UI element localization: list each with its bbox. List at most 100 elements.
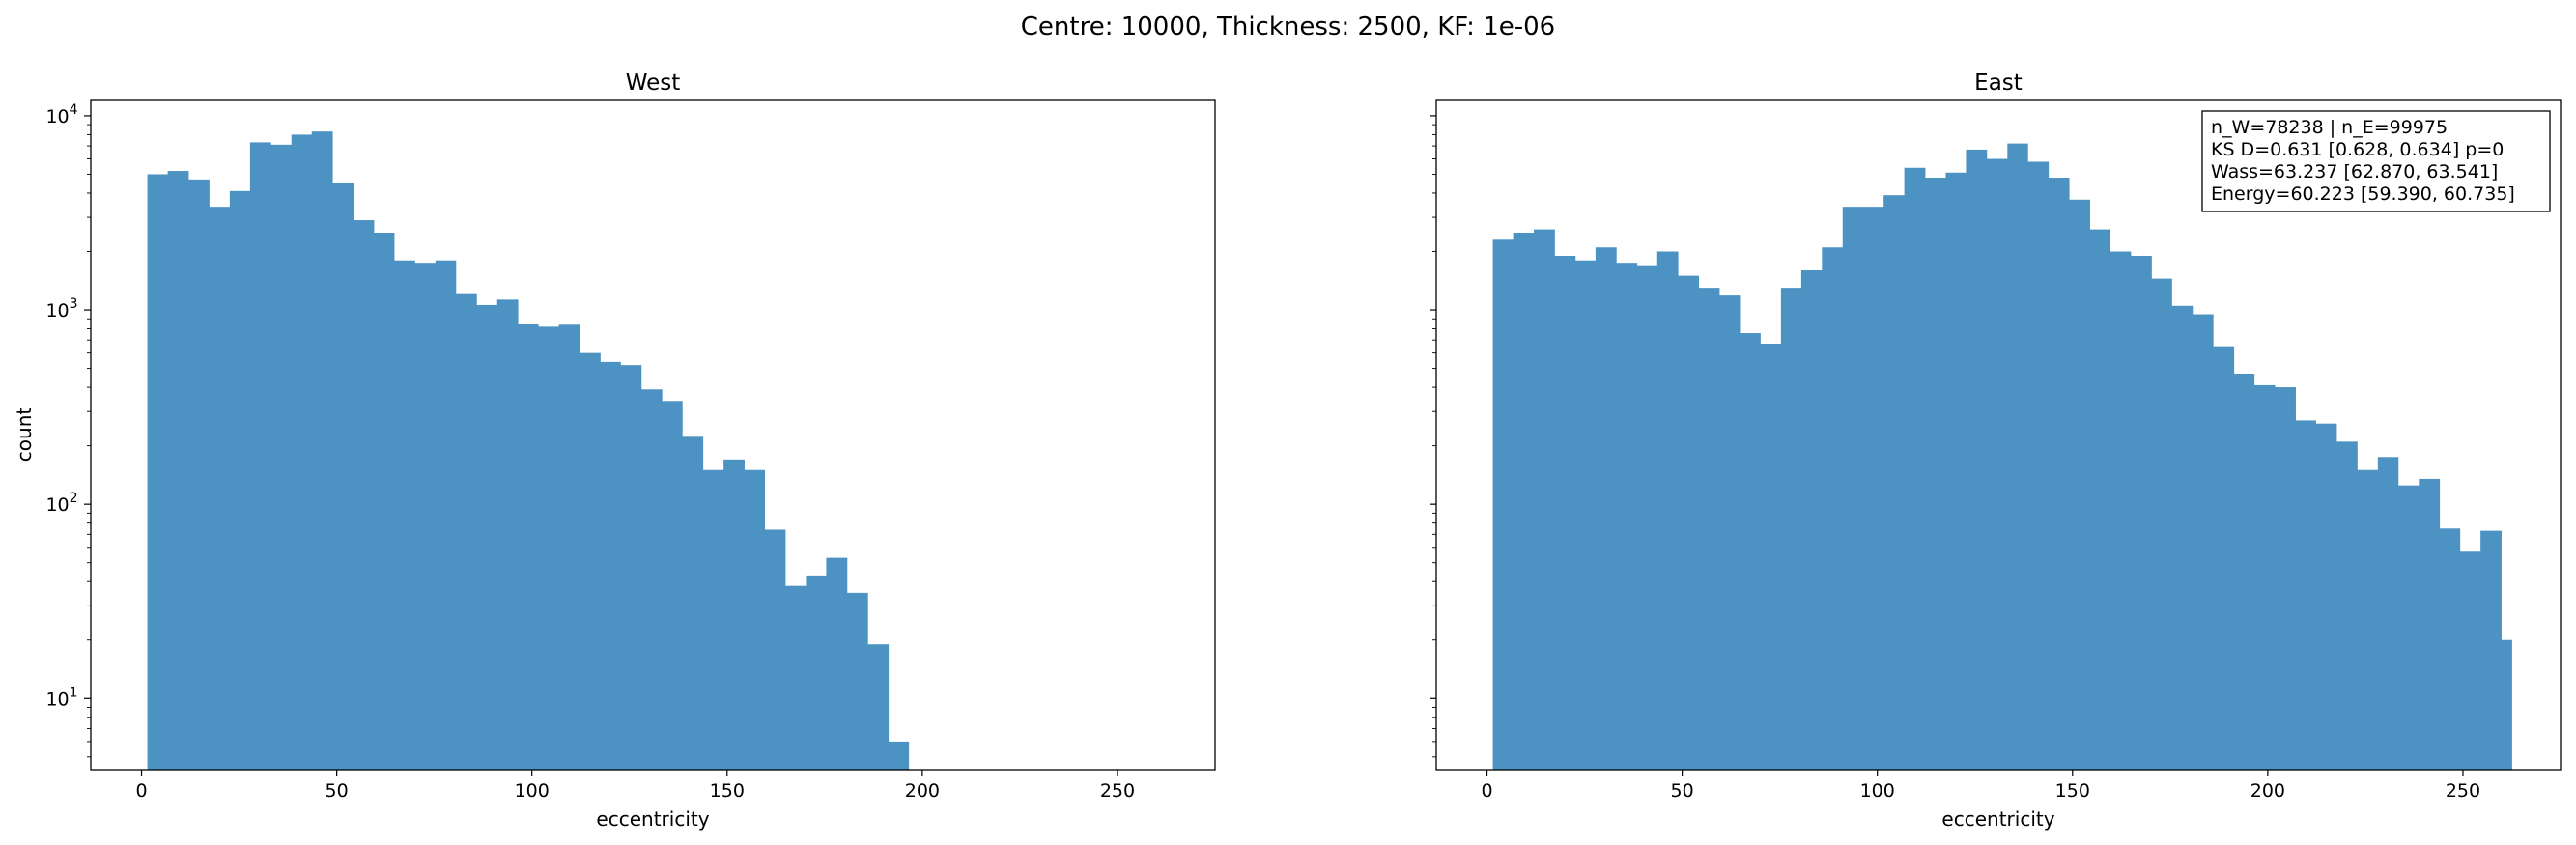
histogram-bar [1780,288,1802,770]
histogram-bar [1554,255,1576,771]
histogram-bar [2213,346,2235,770]
east-x-ticks: 0 50 100 150 200 250 [1481,770,2480,802]
histogram-bar [1513,233,1535,770]
histogram-bar [518,324,539,770]
histogram-bar [2501,639,2512,770]
east-title: East [1974,70,2023,96]
histogram-bar [209,207,231,770]
west-y-ticks: 101 102 103 104 [45,102,91,758]
histogram-bar [1595,247,1617,770]
histogram-bar [538,326,559,770]
histogram-bar [374,233,395,770]
x-tick-label: 150 [710,780,745,802]
histogram-bar [2419,478,2441,770]
histogram-bar [2315,423,2337,770]
histogram-bar [558,324,580,770]
histogram-bar [394,260,415,770]
histogram-bar [744,469,765,770]
histogram-bar [2131,255,2152,771]
histogram-bar [1800,269,1823,770]
histogram-bar [702,469,724,770]
histogram-bar [1719,295,1741,770]
histogram-bar [1740,333,1761,770]
histogram-bar [1678,275,1699,770]
y-tick-label: 101 [45,685,77,710]
histogram-bar [1863,207,1884,770]
histogram-bar [270,144,293,771]
histogram-bar [2109,251,2132,770]
west-x-label: eccentricity [596,807,709,831]
histogram-bar [147,174,169,771]
histogram-bar [826,557,848,770]
histogram-bar [682,436,704,770]
histogram-bar [2007,143,2028,770]
histogram-bar [1492,239,1514,771]
histogram-bar [2048,178,2070,770]
histogram-bar [1698,288,1720,770]
histogram-bar [764,529,786,770]
histogram-bar [353,220,375,771]
east-bars [1492,143,2512,771]
y-tick-label: 103 [45,296,77,322]
histogram-bar [2171,305,2194,770]
x-tick-label: 200 [905,780,940,802]
histogram-bar [2233,373,2255,770]
x-tick-label: 250 [2446,780,2480,802]
histogram-bar [580,352,601,770]
histogram-bar [1574,260,1597,770]
histogram-bar [2089,229,2110,771]
stats-line-1: n_W=78238 | n_E=99975 [2211,117,2448,138]
x-tick-label: 150 [2055,780,2090,802]
histogram-bar [806,575,827,770]
histogram-bar [291,134,313,771]
stats-line-2: KS D=0.631 [0.628, 0.634] p=0 [2211,139,2504,160]
histogram-bar [1822,247,1844,770]
histogram-bar [2377,457,2399,770]
histogram-bar [167,171,189,771]
histogram-bar [2336,441,2358,770]
histogram-bar [2357,469,2379,770]
histogram-bar [2439,528,2461,770]
histogram-bar [785,585,807,770]
east-panel: 0 50 100 150 200 250 East eccentricity n_W=78… [1430,70,2562,831]
histogram-bar [888,741,910,770]
histogram-bar [846,592,868,770]
histogram-bar [229,190,251,771]
y-tick-label: 102 [45,491,77,516]
histogram-bar [2459,551,2481,770]
x-tick-label: 0 [1481,780,1492,802]
histogram-bar [662,401,683,770]
histogram-bar [1883,195,1905,771]
histogram-bar [332,183,354,771]
west-axes-frame [90,99,1216,771]
histogram-bar [476,304,498,770]
east-stats-box: n_W=78238 | n_E=99975 KS D=0.631 [0.628,… [2201,110,2551,212]
histogram-bar [1534,229,1555,771]
histogram-bar [2027,161,2050,770]
west-bars [147,131,910,771]
histogram-bar [249,142,271,770]
histogram-bar [1945,172,1967,771]
histogram-bar [867,644,890,770]
histogram-bar [1925,178,1946,770]
histogram-bar [2253,384,2276,770]
histogram-bar [2069,199,2090,770]
histogram-bar [1904,167,1926,770]
histogram-bar [496,299,519,770]
histogram-bar [1616,263,1638,770]
histogram-bar [455,293,477,770]
x-tick-label: 200 [2250,780,2285,802]
histogram-bar [2397,485,2420,770]
histogram-bar [2192,314,2214,770]
x-tick-label: 100 [515,780,550,802]
x-tick-label: 0 [135,780,147,802]
histogram-bar [1656,251,1679,770]
histogram-bar [1842,207,1864,770]
stats-line-4: Energy=60.223 [59.390, 60.735] [2211,183,2515,205]
histogram-bar [2295,420,2316,770]
histogram-bar [1986,158,2008,771]
y-tick-label: 104 [45,102,77,127]
west-x-ticks: 0 50 100 150 200 250 [135,770,1135,802]
histogram-bar [1636,265,1658,770]
